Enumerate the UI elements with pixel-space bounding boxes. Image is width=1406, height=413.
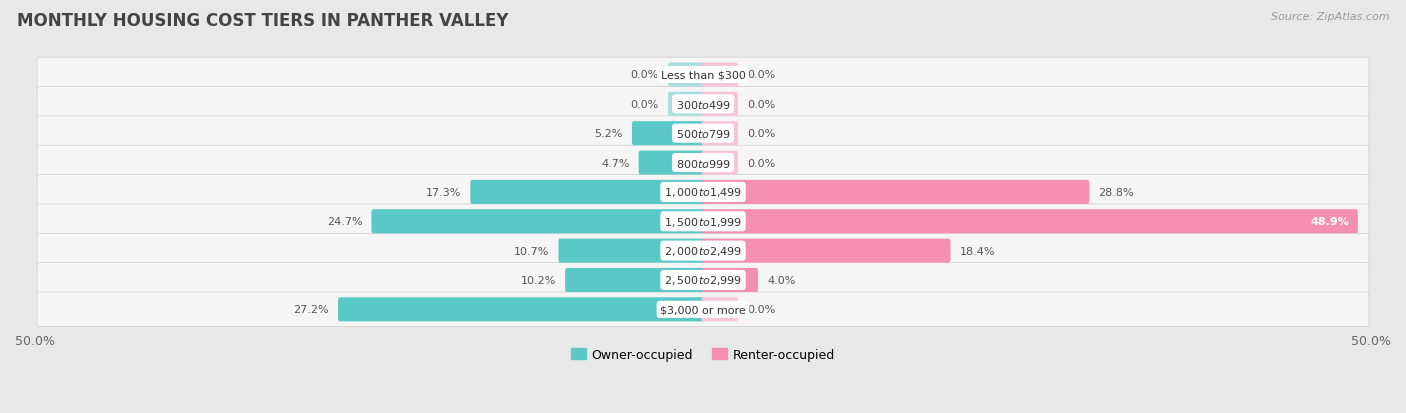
- FancyBboxPatch shape: [371, 210, 704, 234]
- Text: 10.2%: 10.2%: [520, 275, 555, 285]
- Text: 0.0%: 0.0%: [747, 70, 775, 80]
- Text: 4.0%: 4.0%: [768, 275, 796, 285]
- Text: 48.9%: 48.9%: [1310, 217, 1350, 227]
- FancyBboxPatch shape: [37, 175, 1369, 210]
- FancyBboxPatch shape: [702, 63, 738, 87]
- Text: Less than $300: Less than $300: [661, 70, 745, 80]
- Text: 5.2%: 5.2%: [595, 129, 623, 139]
- FancyBboxPatch shape: [638, 151, 704, 175]
- FancyBboxPatch shape: [470, 180, 704, 204]
- FancyBboxPatch shape: [37, 234, 1369, 268]
- Text: $800 to $999: $800 to $999: [675, 157, 731, 169]
- FancyBboxPatch shape: [37, 263, 1369, 298]
- Text: 17.3%: 17.3%: [426, 188, 461, 197]
- Text: $1,000 to $1,499: $1,000 to $1,499: [664, 186, 742, 199]
- Text: 18.4%: 18.4%: [959, 246, 995, 256]
- Text: 0.0%: 0.0%: [747, 304, 775, 315]
- Text: 0.0%: 0.0%: [747, 129, 775, 139]
- FancyBboxPatch shape: [631, 122, 704, 146]
- FancyBboxPatch shape: [337, 298, 704, 322]
- Text: 10.7%: 10.7%: [515, 246, 550, 256]
- FancyBboxPatch shape: [702, 239, 950, 263]
- FancyBboxPatch shape: [37, 146, 1369, 180]
- FancyBboxPatch shape: [702, 268, 758, 292]
- FancyBboxPatch shape: [702, 122, 738, 146]
- FancyBboxPatch shape: [558, 239, 704, 263]
- Text: $2,500 to $2,999: $2,500 to $2,999: [664, 274, 742, 287]
- FancyBboxPatch shape: [702, 298, 738, 322]
- Text: $3,000 or more: $3,000 or more: [661, 304, 745, 315]
- Text: Source: ZipAtlas.com: Source: ZipAtlas.com: [1271, 12, 1389, 22]
- FancyBboxPatch shape: [37, 116, 1369, 151]
- FancyBboxPatch shape: [37, 58, 1369, 93]
- Legend: Owner-occupied, Renter-occupied: Owner-occupied, Renter-occupied: [565, 343, 841, 366]
- Text: $300 to $499: $300 to $499: [675, 99, 731, 111]
- FancyBboxPatch shape: [37, 292, 1369, 327]
- Text: 0.0%: 0.0%: [631, 100, 659, 109]
- Text: 24.7%: 24.7%: [326, 217, 363, 227]
- Text: MONTHLY HOUSING COST TIERS IN PANTHER VALLEY: MONTHLY HOUSING COST TIERS IN PANTHER VA…: [17, 12, 509, 30]
- FancyBboxPatch shape: [702, 180, 1090, 204]
- Text: $1,500 to $1,999: $1,500 to $1,999: [664, 215, 742, 228]
- FancyBboxPatch shape: [702, 151, 738, 175]
- FancyBboxPatch shape: [37, 204, 1369, 239]
- FancyBboxPatch shape: [668, 93, 704, 116]
- FancyBboxPatch shape: [702, 93, 738, 116]
- FancyBboxPatch shape: [668, 63, 704, 87]
- FancyBboxPatch shape: [702, 210, 1358, 234]
- Text: 27.2%: 27.2%: [294, 304, 329, 315]
- Text: 0.0%: 0.0%: [747, 158, 775, 168]
- Text: 4.7%: 4.7%: [600, 158, 630, 168]
- Text: $2,000 to $2,499: $2,000 to $2,499: [664, 244, 742, 257]
- Text: $500 to $799: $500 to $799: [675, 128, 731, 140]
- Text: 28.8%: 28.8%: [1098, 188, 1135, 197]
- Text: 0.0%: 0.0%: [631, 70, 659, 80]
- Text: 0.0%: 0.0%: [747, 100, 775, 109]
- FancyBboxPatch shape: [565, 268, 704, 292]
- FancyBboxPatch shape: [37, 87, 1369, 122]
